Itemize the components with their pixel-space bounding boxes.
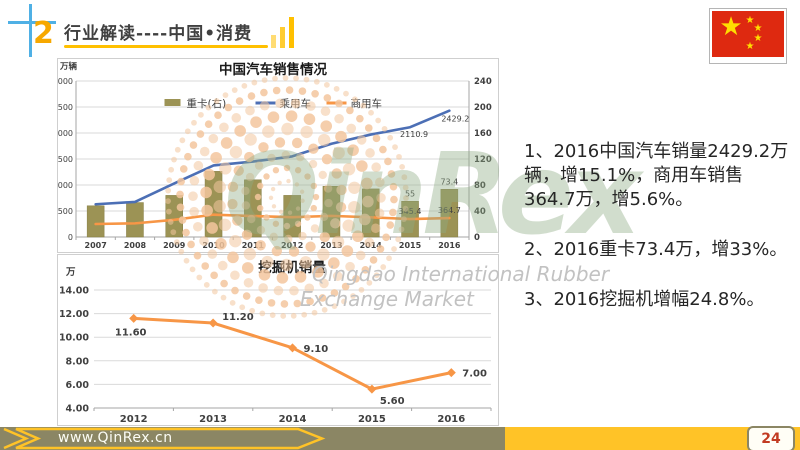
svg-text:1500: 1500 (58, 155, 73, 164)
svg-text:7.00: 7.00 (462, 369, 487, 380)
note-item: 2、2016重卡73.4万，增33%。 (524, 238, 788, 260)
svg-text:5.60: 5.60 (380, 396, 405, 407)
svg-text:10.00: 10.00 (59, 333, 89, 344)
page-title: 行业解读----中国•消费 (64, 24, 253, 44)
footer-right-band (505, 427, 800, 450)
svg-text:364.7: 364.7 (438, 206, 461, 215)
svg-text:0: 0 (474, 233, 480, 243)
svg-text:3000: 3000 (58, 77, 73, 86)
excavator-sales-chart: 14.00 12.00 10.00 8.00 6.00 4.00 2012 2013 2014 2… (57, 254, 499, 426)
svg-text:80: 80 (474, 181, 486, 191)
svg-text:★: ★ (719, 12, 742, 42)
svg-text:12.00: 12.00 (59, 309, 89, 320)
svg-text:345.4: 345.4 (399, 207, 422, 216)
svg-text:2012: 2012 (120, 414, 148, 425)
svg-text:73.4: 73.4 (440, 177, 458, 186)
svg-text:★: ★ (754, 23, 763, 34)
svg-text:40: 40 (474, 207, 486, 217)
svg-text:2007: 2007 (85, 241, 107, 250)
china-flag-icon: ★ ★ ★ ★ ★ (709, 8, 787, 64)
svg-text:2012: 2012 (281, 241, 303, 250)
svg-text:重卡(右): 重卡(右) (187, 97, 227, 110)
svg-text:★: ★ (754, 33, 763, 44)
svg-text:★: ★ (746, 15, 755, 26)
svg-text:2015: 2015 (399, 241, 422, 250)
svg-text:8.00: 8.00 (66, 356, 90, 367)
svg-text:6.00: 6.00 (66, 380, 90, 391)
website-link[interactable]: www.QinRex.cn (58, 430, 173, 446)
svg-text:乘用车: 乘用车 (280, 97, 312, 110)
svg-text:55: 55 (405, 189, 415, 198)
title-underline (64, 45, 268, 48)
svg-text:2010: 2010 (202, 241, 225, 250)
svg-text:2015: 2015 (358, 414, 386, 425)
mini-bar-chart-icon (271, 17, 297, 49)
svg-text:0: 0 (68, 233, 73, 242)
svg-text:2110.9: 2110.9 (400, 130, 428, 139)
svg-text:2429.2: 2429.2 (441, 115, 469, 124)
section-number: 2 (33, 16, 54, 51)
svg-text:2013: 2013 (199, 414, 227, 425)
page-number: 24 (747, 426, 795, 450)
footer-left-band: www.QinRex.cn (0, 427, 505, 450)
svg-text:2008: 2008 (124, 241, 147, 250)
svg-text:500: 500 (58, 207, 73, 216)
svg-text:240: 240 (474, 77, 492, 87)
arrow-banner-icon (3, 427, 326, 450)
note-item: 3、2016挖掘机增幅24.8%。 (524, 288, 765, 310)
footer-bar: www.QinRex.cn 24 (0, 426, 800, 450)
svg-text:1000: 1000 (58, 181, 73, 190)
svg-text:2016: 2016 (437, 414, 465, 425)
svg-text:160: 160 (474, 129, 492, 139)
svg-text:11.20: 11.20 (222, 312, 254, 323)
svg-text:2011: 2011 (242, 241, 265, 250)
svg-text:14.00: 14.00 (59, 286, 89, 297)
svg-text:2014: 2014 (360, 241, 383, 250)
svg-text:万辆: 万辆 (59, 61, 78, 72)
svg-text:2009: 2009 (163, 241, 186, 250)
svg-text:9.10: 9.10 (304, 344, 329, 355)
svg-text:120: 120 (474, 155, 492, 165)
svg-text:挖掘机销量: 挖掘机销量 (258, 259, 326, 276)
svg-text:11.60: 11.60 (115, 327, 147, 338)
note-item: 1、2016中国汽车销量2429.2万辆，增15.1%，商用车销售364.7万，… (524, 141, 789, 210)
cross-icon (8, 21, 56, 24)
svg-text:2013: 2013 (320, 241, 342, 250)
svg-text:2500: 2500 (58, 103, 73, 112)
svg-text:2014: 2014 (279, 414, 307, 425)
svg-text:200: 200 (474, 103, 492, 113)
svg-text:★: ★ (746, 41, 755, 52)
svg-text:万: 万 (65, 267, 76, 278)
svg-text:2016: 2016 (438, 241, 461, 250)
notes-panel: 1、2016中国汽车销量2429.2万辆，增15.1%，商用车销售364.7万，… (524, 140, 792, 338)
svg-text:商用车: 商用车 (351, 97, 383, 110)
cross-icon (29, 4, 32, 57)
svg-text:中国汽车销售情况: 中国汽车销售情况 (219, 61, 327, 78)
svg-text:4.00: 4.00 (66, 404, 90, 415)
